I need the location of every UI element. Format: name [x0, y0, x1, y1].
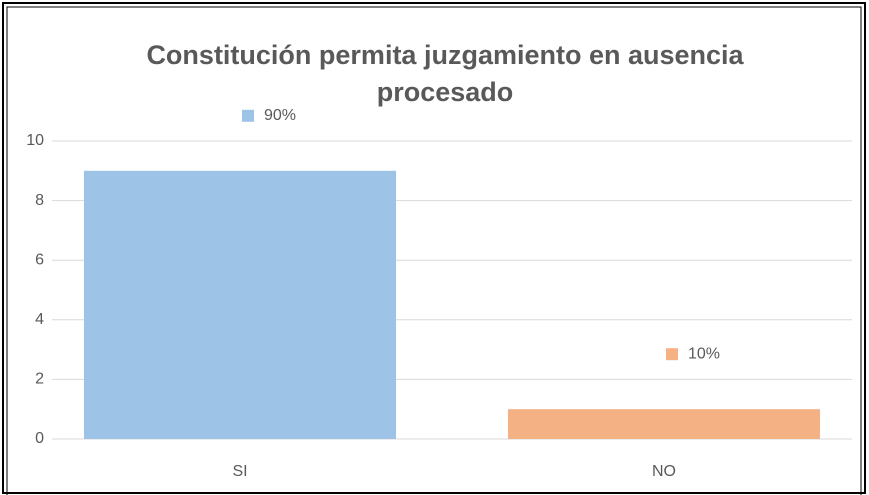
x-tick-label: NO	[652, 463, 676, 480]
annotation: 90%	[264, 107, 296, 124]
y-tick-label: 0	[35, 430, 44, 447]
x-tick-label: SI	[232, 463, 247, 480]
y-tick-label: 10	[26, 132, 44, 149]
y-tick-label: 2	[35, 371, 44, 388]
chart-title: Constitución permita juzgamiento en ause…	[146, 40, 744, 107]
bar	[84, 170, 396, 440]
y-tick-label: 8	[35, 192, 44, 209]
y-tick-label: 6	[35, 251, 44, 268]
annotation-marker	[242, 109, 254, 122]
annotation-marker	[666, 348, 678, 361]
annotation: 10%	[688, 345, 720, 362]
y-tick-label: 4	[35, 311, 44, 328]
bar	[508, 409, 820, 439]
chart-frame-inner	[6, 6, 862, 495]
